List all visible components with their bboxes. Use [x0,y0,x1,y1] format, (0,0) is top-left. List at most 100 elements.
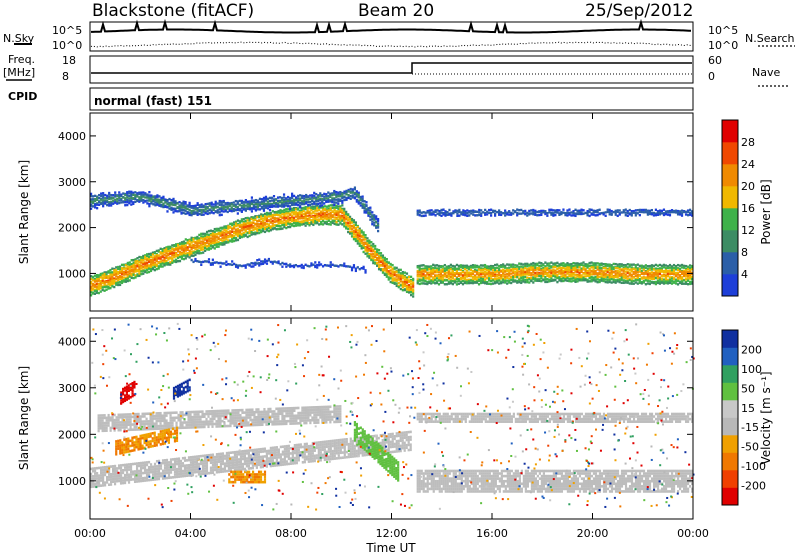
power-cell [592,210,595,214]
velocity-cell [245,449,249,453]
power-cell [329,211,332,215]
velocity-cell [329,442,332,446]
power-cell [355,192,358,196]
velocity-cell [145,479,149,482]
power-cell [487,269,491,272]
velocity-cell [315,454,318,457]
power-cell [153,251,156,255]
power-cell [289,217,292,220]
power-cell [508,271,511,274]
power-cell [211,235,214,238]
power-cell [343,216,346,219]
power-cell [487,272,491,275]
power-cell [171,257,174,260]
power-cell [110,197,113,200]
power-cell [552,209,555,212]
power-cell [399,280,402,283]
power-cell [588,214,591,218]
power-cell [287,222,290,225]
power-cell [363,200,366,203]
power-cell [481,267,485,270]
velocity-cell [285,450,288,453]
power-cell [479,273,483,276]
velocity-cell [225,462,229,465]
power-cell [155,257,158,261]
power-cell [542,266,545,270]
velocity-cell [123,476,127,480]
power-cell [576,270,579,273]
power-cell [476,210,479,214]
velocity-cell [191,458,195,461]
power-cell [428,273,431,277]
power-cell [285,210,288,213]
power-cell [341,209,344,212]
power-cell [376,258,379,261]
power-cell [198,246,201,249]
power-cell [628,274,631,277]
power-cell [229,226,232,229]
power-cell [273,260,276,263]
velocity-cell [121,481,125,485]
power-cell [312,216,315,219]
power-cell [439,281,443,284]
velocity-cell [139,474,143,478]
power-cell [226,205,229,209]
power-cell [103,289,106,292]
power-cell [190,258,193,262]
power-cell [487,277,491,280]
power-cell [410,275,413,279]
power-cell [550,208,553,211]
power-cell [335,206,338,209]
power-cell [516,271,519,275]
power-cell [424,211,427,214]
power-cell [90,192,93,196]
power-cell [524,262,527,266]
power-cell [420,211,423,214]
power-cell [504,277,507,281]
power-cell [100,192,103,195]
velocity-cell [343,445,346,449]
power-cell [662,278,666,281]
power-cell [268,208,272,212]
colorbar-swatch [722,208,738,231]
power-cell [401,283,404,287]
velocity-cell [139,479,143,483]
power-cell [642,279,645,283]
power-cell [360,229,363,232]
power-cell [570,272,573,276]
power-cell [630,282,633,285]
power-cell [149,265,153,268]
velocity-cell [277,448,280,452]
power-cell [238,234,242,238]
power-cell [345,265,348,268]
power-cell [95,275,98,279]
power-cell [182,254,185,257]
velocity-cell [249,461,253,465]
power-cell [616,209,619,212]
power-cell [224,205,227,209]
velocity-cell [90,472,93,476]
power-cell [103,276,106,280]
power-cell [430,209,433,212]
power-cell [113,280,116,284]
velocity-cell [313,457,316,460]
power-cell [190,254,193,257]
power-cell [564,213,567,217]
power-cell [144,258,147,261]
power-cell [264,197,268,201]
power-cell [200,248,203,251]
velocity-cell [333,457,336,460]
velocity-cell [90,475,93,478]
power-cell [122,201,125,204]
power-cell [240,223,243,226]
power-cell [524,209,527,213]
power-cell [598,262,601,266]
power-cell [211,229,214,233]
velocity-cell [199,462,203,466]
velocity-cell [93,467,97,470]
power-cell [437,268,441,271]
power-cell [459,276,463,279]
velocity-cell [143,471,147,475]
power-cell [626,214,629,218]
velocity-cell [93,469,97,473]
